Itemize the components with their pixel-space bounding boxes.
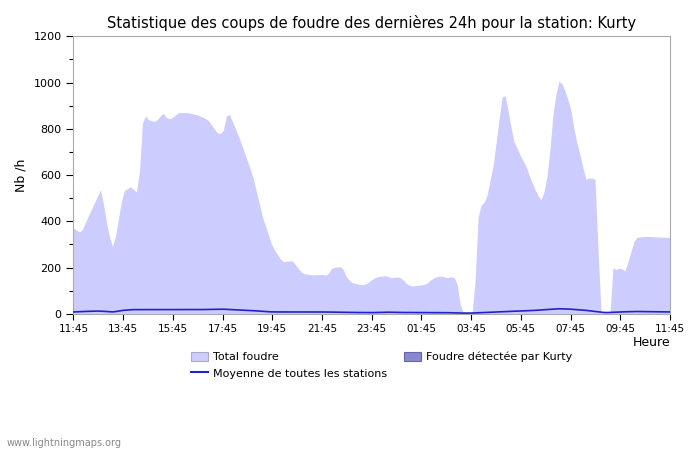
Text: www.lightningmaps.org: www.lightningmaps.org [7,438,122,448]
Title: Statistique des coups de foudre des dernières 24h pour la station: Kurty: Statistique des coups de foudre des dern… [107,15,636,31]
Text: Heure: Heure [632,336,670,349]
Y-axis label: Nb /h: Nb /h [15,158,28,192]
Legend: Total foudre, Moyenne de toutes les stations, Foudre détectée par Kurty: Total foudre, Moyenne de toutes les stat… [186,347,577,383]
